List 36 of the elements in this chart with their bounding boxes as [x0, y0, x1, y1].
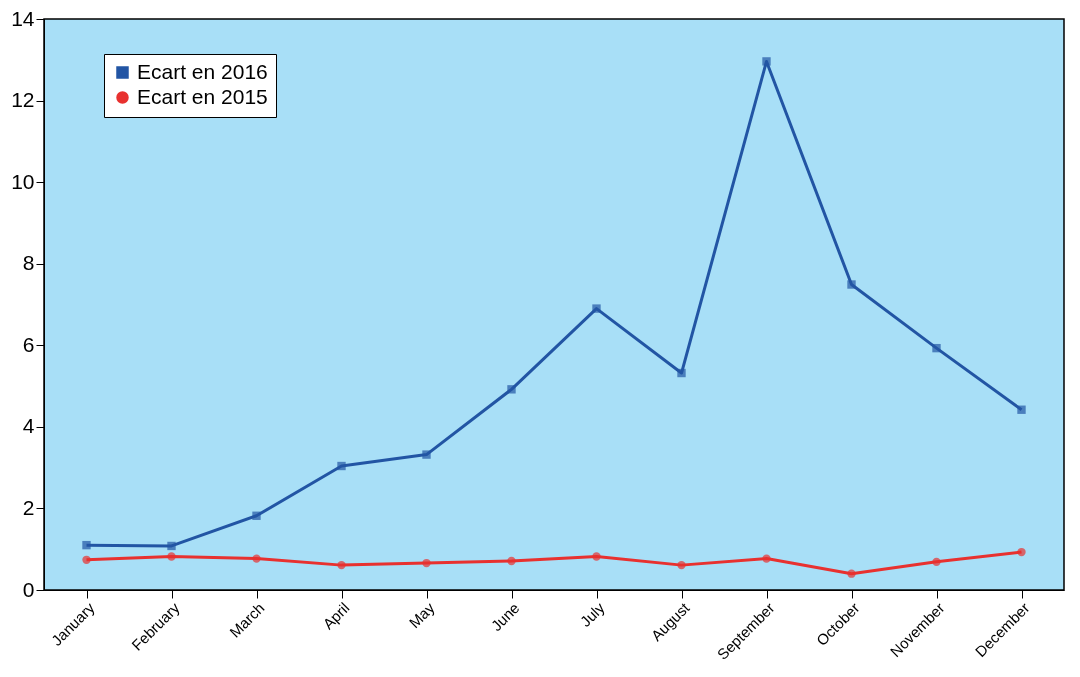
point: [847, 569, 856, 578]
x-tick-label: July: [576, 598, 608, 630]
y-tick-label: 4: [22, 414, 35, 438]
point: [762, 554, 771, 563]
y-tick-label: 0: [22, 577, 35, 601]
point: [82, 540, 91, 550]
point: [422, 558, 431, 568]
y-tick-label: 8: [22, 251, 35, 275]
point: [762, 57, 771, 66]
point: [592, 304, 601, 313]
point: [677, 560, 686, 570]
point: [507, 385, 516, 394]
point: [252, 511, 261, 520]
point: [167, 552, 176, 561]
point: [677, 368, 686, 378]
y-tick-label: 10: [11, 169, 35, 193]
point: [1017, 547, 1026, 557]
point: [507, 556, 516, 566]
y-tick-label: 6: [22, 332, 35, 356]
legend-label: Ecart en 2015: [137, 84, 268, 108]
point: [592, 552, 601, 561]
point: [422, 450, 431, 459]
point: [252, 554, 261, 563]
point: [932, 557, 941, 567]
point: [932, 343, 941, 353]
point: [847, 280, 856, 289]
point: [337, 560, 346, 570]
y-tick-label: 14: [11, 6, 35, 30]
x-tick-label: May: [405, 598, 438, 632]
y-tick-label: 2: [22, 495, 35, 519]
point: [82, 555, 91, 564]
legend-label: Ecart en 2016: [137, 59, 268, 83]
point: [167, 541, 176, 551]
point: [1017, 405, 1026, 414]
point: [337, 461, 346, 471]
y-tick-label: 12: [11, 88, 35, 112]
